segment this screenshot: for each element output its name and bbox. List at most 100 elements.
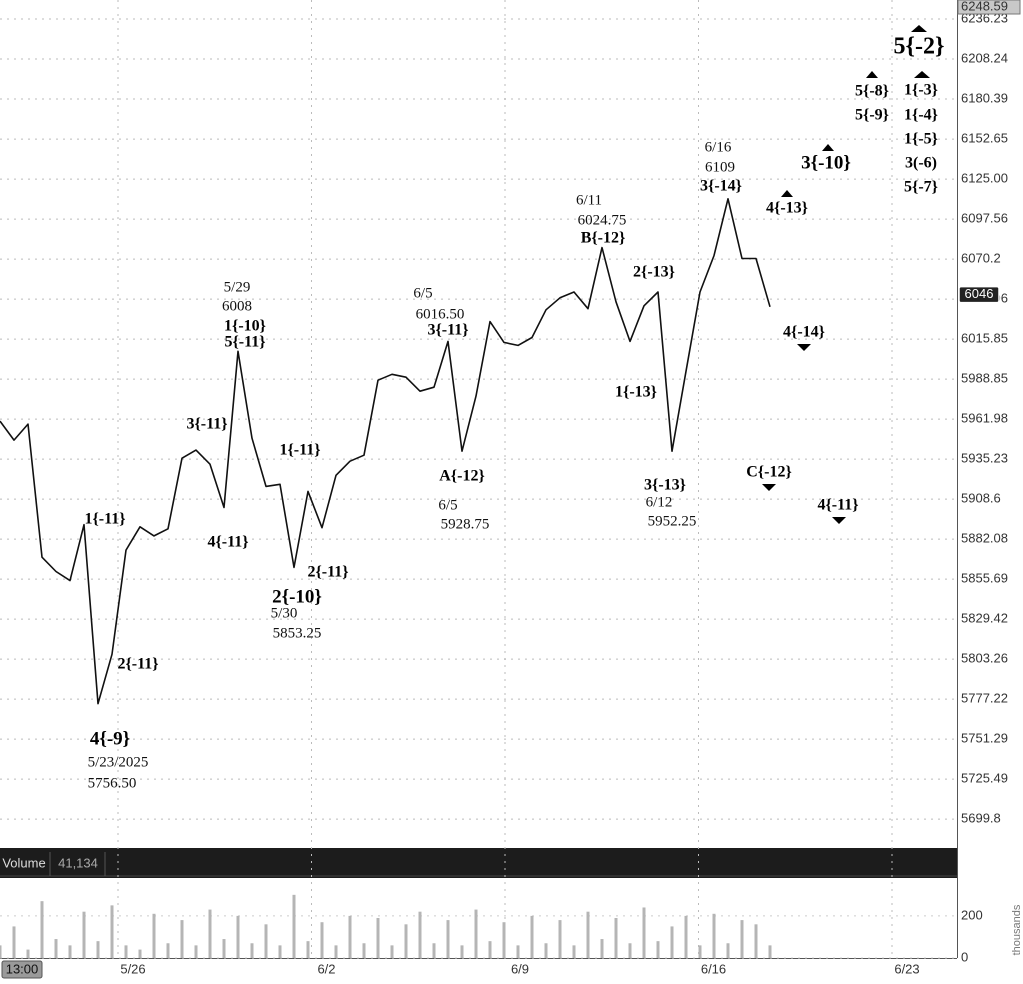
volume-bar (292, 894, 296, 958)
wave-annotation: 5756.50 (88, 775, 137, 791)
time-label: 13:00 (6, 961, 39, 976)
volume-bar (558, 920, 562, 958)
up-triangle (822, 144, 834, 151)
volume-bar (488, 941, 492, 958)
y-tick-label: 5829.42 (961, 611, 1008, 626)
y-tick-label: 6152.65 (961, 131, 1008, 146)
volume-bar (152, 913, 156, 958)
volume-bar (96, 941, 100, 958)
volume-bar (712, 913, 716, 958)
y-tick-label: 5935.23 (961, 451, 1008, 466)
volume-bar (166, 943, 170, 958)
y-tick-label: 6070.2 (961, 251, 1001, 266)
volume-last: 41,134 (58, 855, 98, 870)
volume-bar (586, 911, 590, 958)
wave-annotation: 6/16 (705, 139, 732, 155)
volume-bar (530, 915, 534, 958)
volume-bar (418, 911, 422, 958)
volume-bar (376, 918, 380, 958)
wave-annotation: 1{-11} (279, 442, 320, 459)
wave-annotation: 3{-11} (186, 416, 227, 433)
volume-bar (278, 945, 282, 958)
wave-annotation: 6/12 (646, 494, 673, 510)
x-tick-label: 6/23 (894, 961, 919, 976)
volume-bar (334, 945, 338, 958)
volume-bar (110, 905, 114, 958)
volume-bar (600, 939, 604, 958)
wave-annotation: 6/11 (576, 192, 602, 208)
x-tick-label: 6/9 (511, 961, 529, 976)
wave-annotation: 3{-10} (801, 152, 851, 173)
volume-bar (614, 918, 618, 958)
wave-annotation: 5{-8} (855, 83, 889, 100)
wave-annotation: 6/5 (438, 497, 457, 513)
volume-bar (656, 941, 660, 958)
volume-bar (768, 945, 772, 958)
volume-bar (264, 924, 268, 958)
up-triangle (911, 25, 927, 32)
down-triangle (762, 484, 776, 491)
volume-bar (68, 945, 72, 958)
wave-annotation: 5{-9} (855, 107, 889, 124)
volume-header (0, 848, 957, 878)
volume-bar (82, 911, 86, 958)
wave-annotation: 1{-13} (615, 384, 657, 401)
volume-bar (362, 943, 366, 958)
volume-bar (180, 920, 184, 958)
volume-bar (544, 943, 548, 958)
volume-bar (320, 922, 324, 958)
volume-bar (404, 924, 408, 958)
volume-tick-label: 0 (961, 949, 968, 964)
volume-bars (0, 894, 772, 958)
y-tick-label: 5961.98 (961, 411, 1008, 426)
wave-annotation: A{-12} (439, 468, 485, 485)
wave-annotation: B{-12} (581, 230, 626, 247)
y-tick-label: 5725.49 (961, 771, 1008, 786)
wave-annotation: 3{-11} (427, 322, 468, 339)
wave-annotation: 4{-11} (817, 497, 858, 514)
volume-bar (390, 945, 394, 958)
wave-markers (762, 25, 930, 524)
volume-title: Volume (2, 855, 45, 870)
wave-annotation: 1{-11} (84, 511, 125, 528)
volume-bar (446, 920, 450, 958)
volume-axis-label: thousands (1011, 904, 1023, 955)
y-tick-label: 6097.56 (961, 211, 1008, 226)
up-triangle (866, 71, 878, 78)
volume-bar (726, 943, 730, 958)
y-tick-label: 5699.8 (961, 811, 1001, 826)
x-tick-label: 6/16 (701, 961, 726, 976)
wave-annotation: 2{-13} (633, 264, 675, 281)
wave-annotation: 5{-2} (894, 34, 945, 60)
wave-annotation: 5/29 (224, 279, 251, 295)
volume-bar (236, 915, 240, 958)
wave-annotation: 6008 (222, 298, 252, 314)
time-box (1, 960, 43, 979)
last-price-box (958, 285, 1000, 304)
volume-bar (26, 949, 30, 958)
wave-annotation: 4{-9} (90, 728, 130, 749)
volume-bar (502, 922, 506, 958)
volume-bar (432, 943, 436, 958)
wave-annotation: 1{-3} (904, 82, 938, 99)
price-line (0, 198, 771, 705)
down-triangle (832, 517, 846, 524)
y-tick-label: 6015.85 (961, 331, 1008, 346)
wave-annotation: 5952.25 (648, 513, 697, 529)
wave-annotation: 6016.50 (416, 306, 465, 322)
up-triangle (781, 190, 793, 197)
y-tick-label: 5882.08 (961, 531, 1008, 546)
wave-annotation: 6/5 (413, 285, 432, 301)
wave-annotation: 4{-14} (783, 324, 825, 341)
y-tick-label: 6208.24 (961, 50, 1008, 65)
wave-annotation: 5853.25 (273, 625, 322, 641)
volume-bar (460, 945, 464, 958)
volume-bar (0, 945, 2, 958)
volume-bar (684, 915, 688, 958)
volume-bar (12, 926, 16, 958)
y-tick-label: 6180.39 (961, 90, 1008, 105)
wave-annotation: 5{-7} (904, 179, 938, 196)
volume-bar (628, 943, 632, 958)
